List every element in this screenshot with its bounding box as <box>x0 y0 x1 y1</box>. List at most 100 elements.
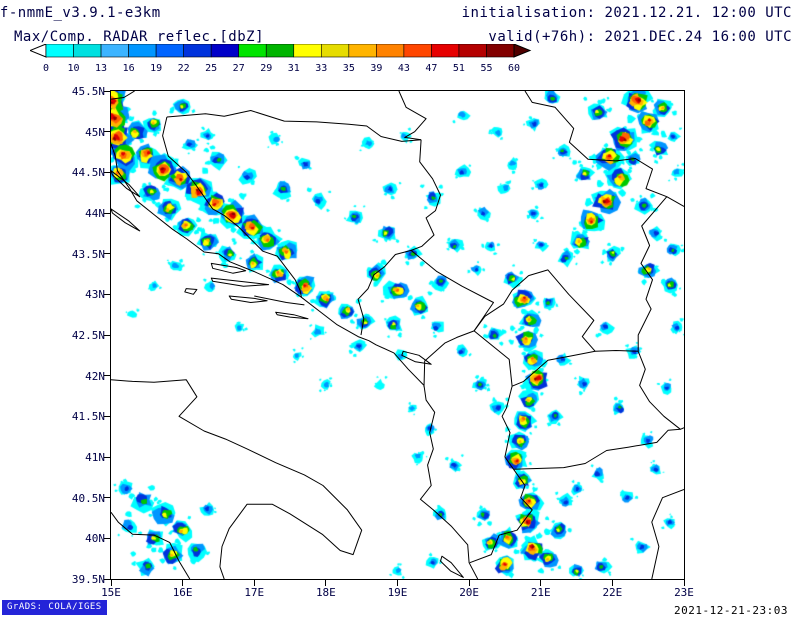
colorbar-segment <box>348 43 377 58</box>
lat-tick-label: 45.5N <box>71 85 105 98</box>
country-border <box>513 428 681 470</box>
colorbar-tick-label: 10 <box>68 63 80 74</box>
country-border <box>166 110 422 142</box>
country-border <box>524 91 684 207</box>
coastline <box>111 512 191 579</box>
coastline <box>111 143 479 579</box>
colorbar-left-arrow <box>28 43 47 58</box>
lon-tick-label: 20E <box>459 586 480 599</box>
island-outline <box>184 288 198 295</box>
colorbar-tick-label: 47 <box>425 63 437 74</box>
colorbar-segment <box>265 43 295 58</box>
lon-tick <box>253 580 255 586</box>
lat-tick-label: 44N <box>85 207 105 220</box>
lat-tick-label: 42N <box>85 369 105 383</box>
colorbar-segment <box>128 43 157 58</box>
island-outline <box>228 295 268 303</box>
coastline <box>111 379 363 579</box>
colorbar-tick-label: 25 <box>205 63 217 74</box>
model-title: rf-nmmE_v3.9.1-e3km <box>0 5 161 21</box>
country-border <box>357 139 441 336</box>
lat-tick <box>104 253 110 255</box>
lat-tick <box>104 497 110 499</box>
country-border <box>162 116 302 298</box>
lon-tick <box>611 580 613 586</box>
lon-tick <box>468 580 470 586</box>
lon-tick <box>182 580 184 586</box>
colorbar-segment <box>100 43 129 58</box>
colorbar-segment <box>210 43 240 58</box>
lat-tick <box>104 578 110 580</box>
colorbar-tick-label: 39 <box>370 63 382 74</box>
colorbar-tick-label: 22 <box>178 63 190 74</box>
colorbar-tick-label: 0 <box>43 63 49 74</box>
colorbar: 0 10 13 16 19 22 25 27 29 31 33 35 39 43 47 51 55 60 <box>28 43 540 76</box>
colorbar-segment <box>155 43 184 58</box>
lat-tick-label: 45N <box>85 125 105 139</box>
lat-tick-label: 42.5N <box>71 329 105 342</box>
country-border <box>595 350 639 352</box>
map-outlines-svg <box>111 91 684 579</box>
colorbar-tick-label: 27 <box>233 63 245 74</box>
colorbar-tick-label: 43 <box>398 63 410 74</box>
product-title: Max/Comp. RADAR reflec.[dbZ] <box>14 29 265 45</box>
lat-tick-label: 44.5N <box>71 166 105 180</box>
island-outline <box>111 170 141 198</box>
country-border <box>410 250 494 332</box>
lon-tick-label: 23E <box>674 586 694 599</box>
lat-tick-label: 40N <box>85 532 105 546</box>
colorbar-tick-label: 33 <box>315 63 327 74</box>
lon-tick <box>325 580 327 586</box>
lon-tick <box>397 580 398 586</box>
lat-tick <box>104 415 110 417</box>
lat-tick-label: 43N <box>85 288 105 302</box>
header-row-1: rf-nmmE_v3.9.1-e3km initialisation: 2021… <box>0 5 792 23</box>
lat-tick <box>104 212 110 214</box>
island-outline <box>210 277 270 287</box>
map-plot-area: 45.5N 45N 44.5N 44N 43.5N 43N 42.5N 42N 41.5N 41N… <box>72 85 694 599</box>
colorbar-tick-label: 16 <box>123 63 135 74</box>
lon-tick <box>540 580 542 586</box>
colorbar-segment <box>486 43 515 58</box>
lon-tick-label: 19E <box>387 586 408 599</box>
lat-tick <box>104 334 110 336</box>
colorbar-tick-label: 35 <box>343 63 355 74</box>
valid-time-label: valid(+76h): 2021.DEC.24 16:00 UTC <box>488 29 792 45</box>
lat-tick <box>104 375 110 377</box>
lat-tick <box>104 90 110 92</box>
lon-tick-label: 21E <box>530 586 551 599</box>
lon-tick-label: 22E <box>602 586 623 599</box>
render-timestamp: 2021-12-21-23:03 <box>674 604 788 617</box>
lat-tick-label: 43.5N <box>71 247 105 261</box>
colorbar-segment <box>320 43 350 58</box>
country-border <box>469 386 533 564</box>
coastline <box>651 489 684 579</box>
lon-tick-label: 18E <box>315 586 336 599</box>
colorbar-tick-label: 60 <box>508 63 520 74</box>
lon-tick <box>683 580 685 586</box>
grads-stamp: GrADS: COLA/IGES <box>2 600 107 615</box>
country-border <box>398 91 427 141</box>
colorbar-segment <box>45 43 74 58</box>
init-time-label: initialisation: 2021.12.21. 12:00 UTC <box>461 5 792 21</box>
country-border <box>637 351 684 430</box>
island-outline <box>275 311 309 320</box>
lat-tick <box>104 537 110 539</box>
lat-tick-label: 40.5N <box>71 491 105 505</box>
lon-tick-label: 15E <box>101 586 121 599</box>
colorbar-right-arrow <box>513 43 532 58</box>
lat-tick <box>104 131 110 133</box>
colorbar-segment <box>183 43 212 58</box>
lat-tick-label: 41.5N <box>71 410 105 424</box>
island-outline <box>440 555 464 578</box>
lat-tick-label: 41N <box>85 451 105 464</box>
country-border <box>423 330 475 388</box>
colorbar-segment <box>431 43 460 58</box>
lat-tick <box>104 293 110 295</box>
country-border <box>111 91 135 100</box>
colorbar-tick-label: 29 <box>260 63 272 74</box>
colorbar-segment <box>238 43 267 58</box>
colorbar-segment <box>73 43 102 58</box>
lon-tick-label: 16E <box>172 586 193 599</box>
